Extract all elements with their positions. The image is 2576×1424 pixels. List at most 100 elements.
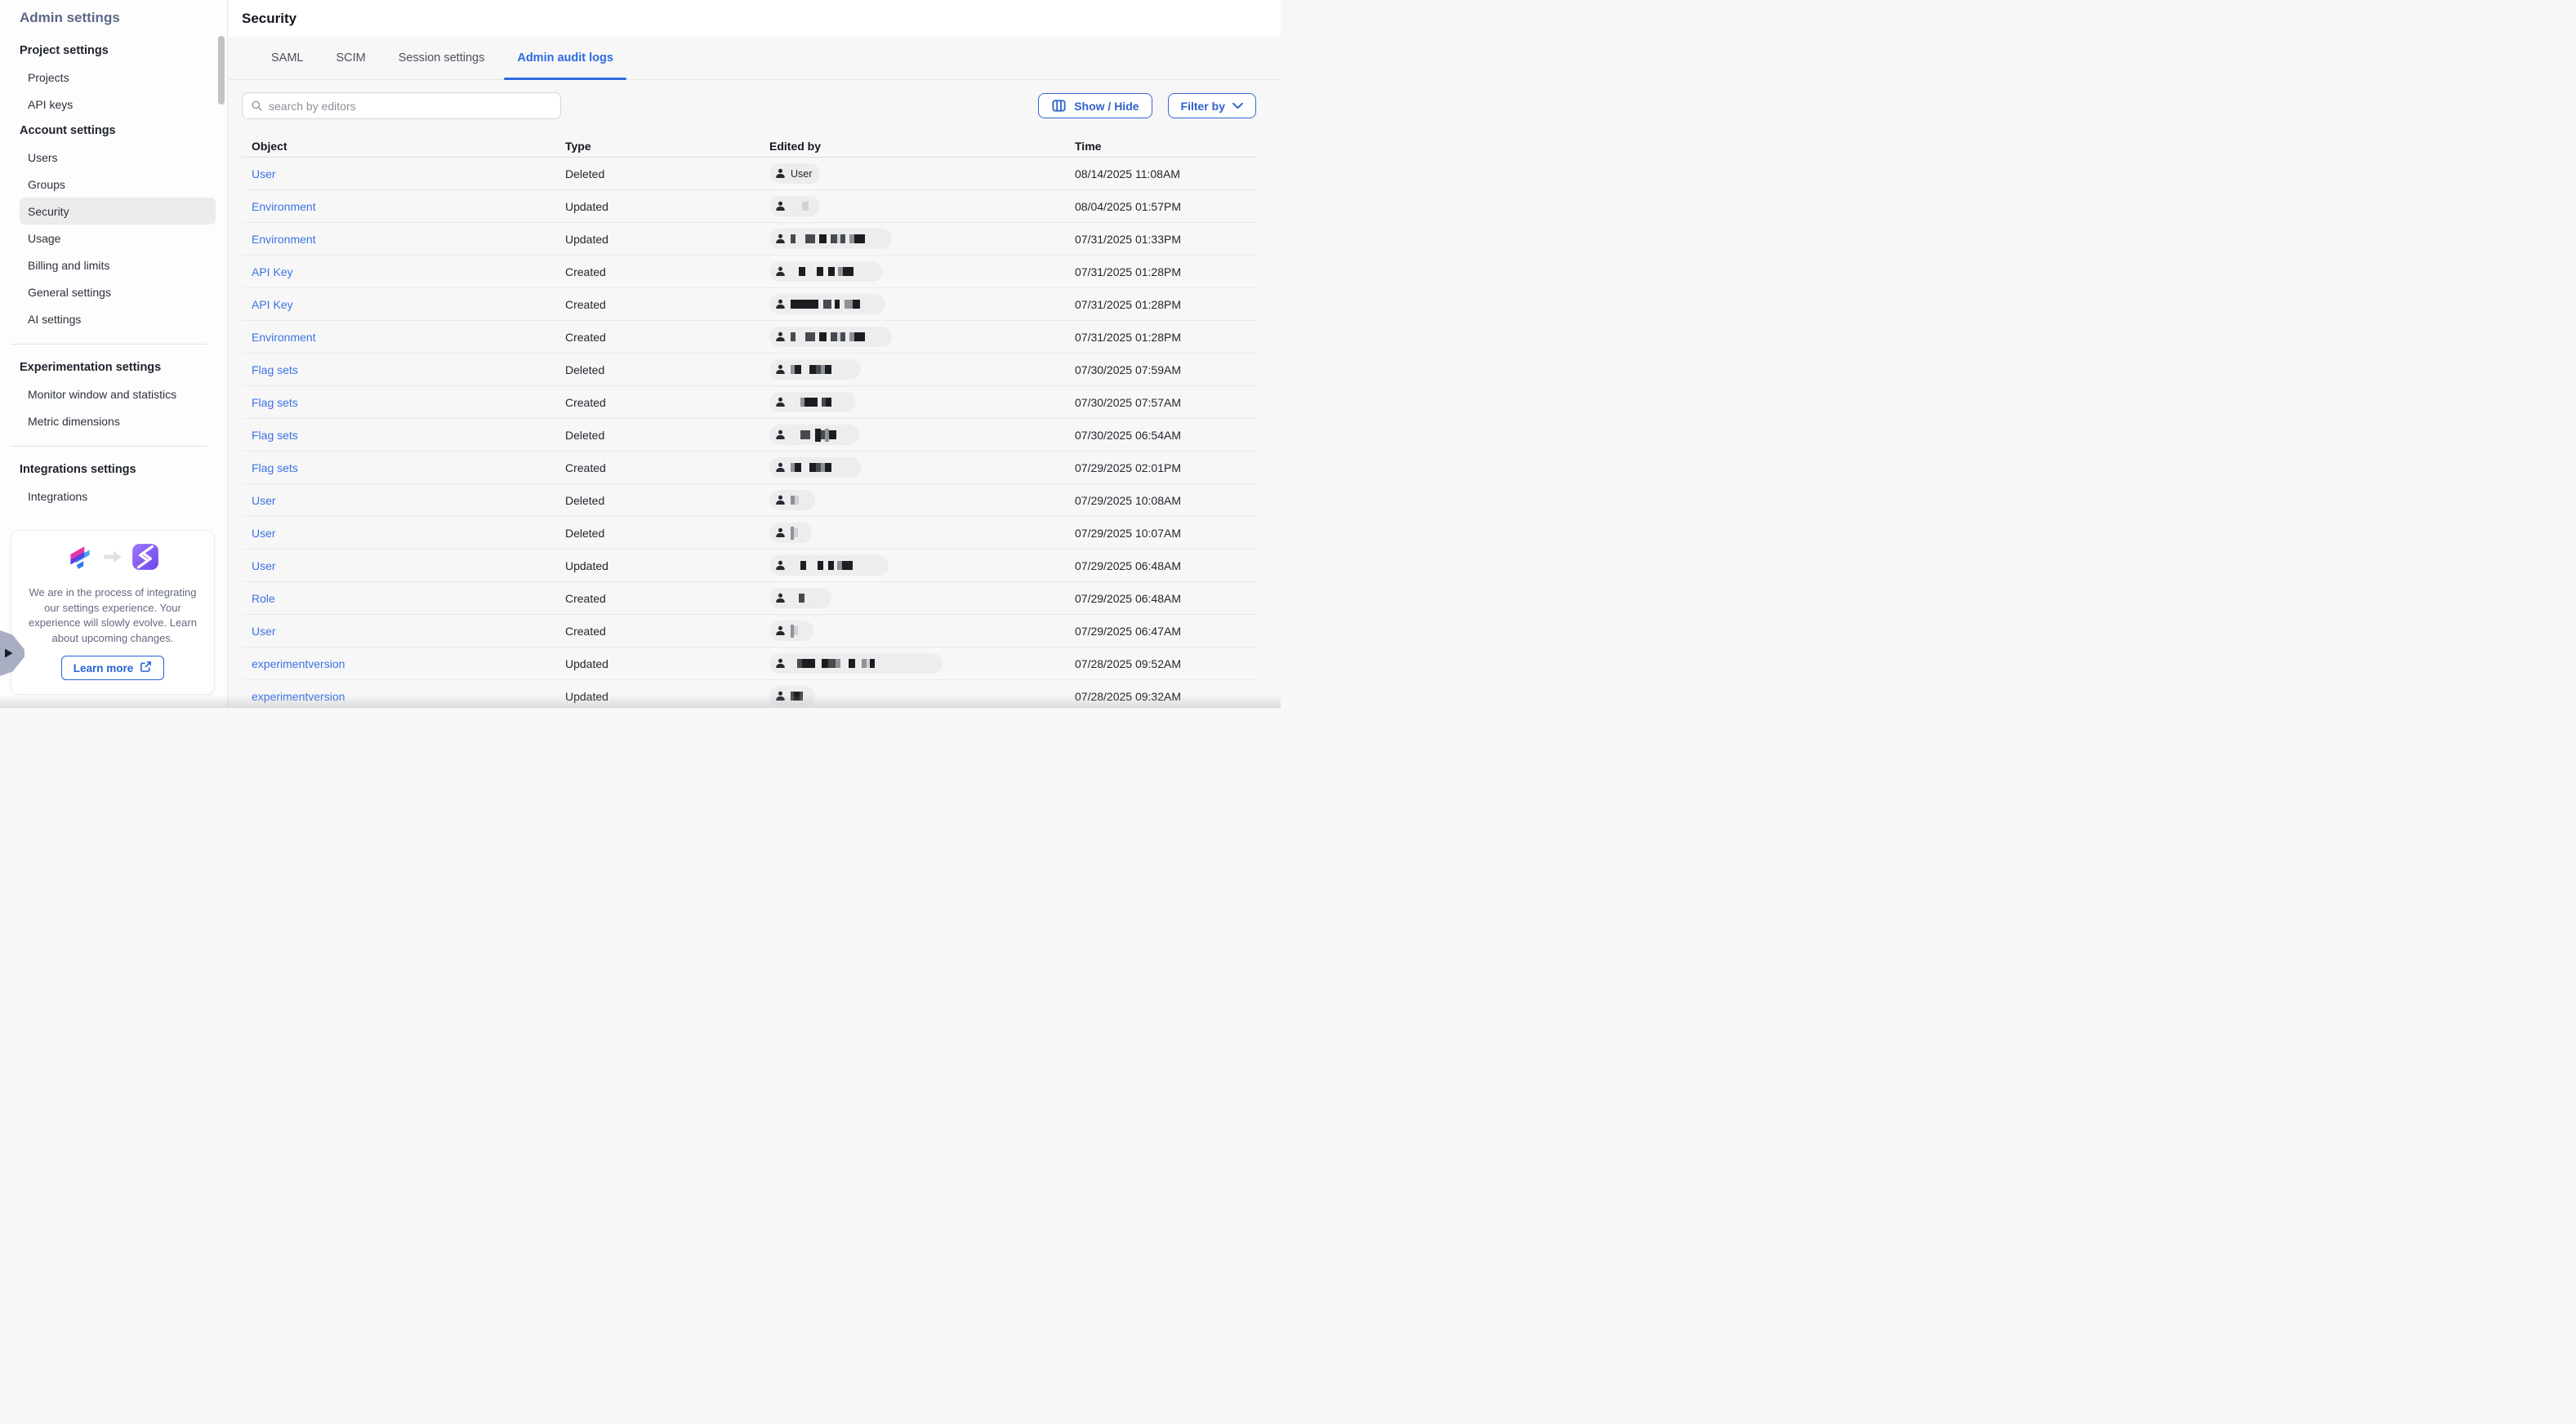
redacted-editor-name bbox=[791, 196, 809, 216]
editor-badge: User bbox=[769, 163, 821, 184]
redaction-block bbox=[791, 624, 794, 638]
sidebar-item-users[interactable]: Users bbox=[28, 150, 58, 164]
redaction-block bbox=[800, 430, 805, 439]
sidebar-item-groups[interactable]: Groups bbox=[28, 177, 65, 191]
redaction-block bbox=[825, 428, 829, 442]
redaction-block bbox=[838, 267, 843, 276]
redaction-block bbox=[849, 659, 855, 668]
sidebar-divider bbox=[11, 344, 207, 345]
redaction-block bbox=[802, 202, 809, 211]
edited-by-cell bbox=[760, 490, 1065, 510]
time-cell: 07/28/2025 09:32AM bbox=[1075, 689, 1181, 703]
sidebar-item-monitor-window-and-statistics[interactable]: Monitor window and statistics bbox=[28, 387, 177, 401]
time-cell: 07/29/2025 06:48AM bbox=[1075, 558, 1181, 572]
sidebar-item-usage[interactable]: Usage bbox=[28, 231, 61, 245]
redacted-editor-name bbox=[791, 359, 831, 380]
table-row: Environment Updated 07/31/2025 01:33PM bbox=[242, 223, 1256, 256]
redaction-block bbox=[821, 463, 825, 472]
redaction-block bbox=[825, 365, 831, 374]
object-link[interactable]: Flag sets bbox=[252, 363, 298, 376]
object-link[interactable]: Role bbox=[252, 591, 275, 605]
object-link[interactable]: Environment bbox=[252, 232, 316, 246]
sidebar-section-heading: Experimentation settings bbox=[20, 361, 162, 374]
object-link[interactable]: experimentversion bbox=[252, 689, 345, 703]
sidebar-item-metric-dimensions[interactable]: Metric dimensions bbox=[28, 414, 120, 428]
type-cell: Created bbox=[565, 395, 606, 409]
redacted-editor-name bbox=[791, 490, 799, 510]
object-link[interactable]: Environment bbox=[252, 199, 316, 213]
admin-settings-sidebar: Admin settings Project settings Projects A… bbox=[0, 0, 228, 708]
redaction-block bbox=[815, 428, 821, 442]
tab-scim[interactable]: SCIM bbox=[336, 51, 366, 65]
sidebar-item-api-keys[interactable]: API keys bbox=[28, 97, 74, 111]
redaction-block bbox=[831, 332, 837, 341]
edited-by-cell bbox=[760, 555, 1065, 576]
object-link[interactable]: API Key bbox=[252, 265, 293, 278]
person-icon bbox=[774, 625, 787, 637]
table-row: Environment Created 07/31/2025 01:28PM bbox=[242, 321, 1256, 354]
object-cell: Flag sets bbox=[242, 461, 555, 474]
object-link[interactable]: Flag sets bbox=[252, 461, 298, 474]
type-cell: Deleted bbox=[565, 526, 605, 540]
object-cell: User bbox=[242, 527, 555, 540]
object-link[interactable]: User bbox=[252, 526, 276, 540]
redaction-block bbox=[791, 365, 795, 374]
security-page: Security SAML SCIM Session settings Admin a… bbox=[229, 0, 1281, 708]
editor-badge bbox=[769, 523, 812, 543]
editor-search bbox=[242, 92, 561, 119]
redacted-editor-name bbox=[791, 327, 865, 347]
tab-session-settings[interactable]: Session settings bbox=[398, 51, 485, 65]
sidebar-item-billing-and-limits[interactable]: Billing and limits bbox=[28, 258, 110, 272]
object-link[interactable]: User bbox=[252, 558, 276, 572]
object-link[interactable]: experimentversion bbox=[252, 656, 345, 670]
redaction-block bbox=[816, 463, 821, 472]
redaction-block bbox=[828, 659, 831, 668]
sidebar-item-ai-settings[interactable]: AI settings bbox=[28, 312, 82, 326]
person-icon bbox=[774, 265, 787, 278]
tab-saml[interactable]: SAML bbox=[271, 51, 304, 65]
person-icon bbox=[774, 461, 787, 474]
sidebar-item-integrations[interactable]: Integrations bbox=[28, 489, 88, 503]
redaction-block bbox=[791, 692, 794, 701]
object-link[interactable]: Flag sets bbox=[252, 428, 298, 442]
type-cell: Updated bbox=[565, 232, 608, 246]
redaction-block bbox=[791, 594, 799, 603]
sidebar-item-general-settings[interactable]: General settings bbox=[28, 285, 111, 299]
object-link[interactable]: User bbox=[252, 167, 276, 180]
show-hide-columns-button[interactable]: Show / Hide bbox=[1038, 93, 1152, 118]
filter-by-button[interactable]: Filter by bbox=[1167, 93, 1256, 118]
person-icon bbox=[774, 559, 787, 572]
redacted-editor-name bbox=[791, 686, 803, 706]
redaction-block bbox=[829, 430, 836, 439]
type-cell: Deleted bbox=[565, 493, 605, 507]
redaction-block bbox=[791, 300, 818, 309]
table-row: User Deleted User 08/14/2025 11:08AM bbox=[242, 158, 1256, 190]
person-icon bbox=[774, 233, 787, 245]
redaction-block bbox=[816, 365, 821, 374]
sidebar-item-security[interactable]: Security bbox=[20, 198, 216, 225]
type-cell: Updated bbox=[565, 689, 608, 703]
redaction-block bbox=[791, 561, 800, 570]
person-icon bbox=[774, 657, 787, 670]
redaction-block bbox=[870, 659, 875, 668]
edited-by-cell bbox=[760, 621, 1065, 641]
learn-more-button[interactable]: Learn more bbox=[60, 656, 165, 680]
object-link[interactable]: User bbox=[252, 493, 276, 507]
time-cell: 07/29/2025 02:01PM bbox=[1075, 461, 1181, 474]
object-link[interactable]: Environment bbox=[252, 330, 316, 344]
edited-by-cell bbox=[760, 261, 1065, 282]
person-icon bbox=[774, 331, 787, 343]
object-link[interactable]: User bbox=[252, 624, 276, 638]
editor-badge bbox=[769, 555, 889, 576]
search-input[interactable] bbox=[269, 99, 552, 113]
edited-by-cell: User bbox=[760, 163, 1065, 184]
time-cell: 07/29/2025 06:47AM bbox=[1075, 624, 1181, 638]
object-link[interactable]: API Key bbox=[252, 297, 293, 311]
sidebar-scrollbar-thumb[interactable] bbox=[218, 36, 225, 105]
redaction-block bbox=[795, 496, 799, 505]
object-link[interactable]: Flag sets bbox=[252, 395, 298, 409]
sidebar-title: Admin settings bbox=[20, 10, 120, 25]
column-header-edited-by: Edited by bbox=[769, 139, 822, 153]
sidebar-item-projects[interactable]: Projects bbox=[28, 70, 69, 84]
tab-admin-audit-logs[interactable]: Admin audit logs bbox=[504, 37, 626, 80]
